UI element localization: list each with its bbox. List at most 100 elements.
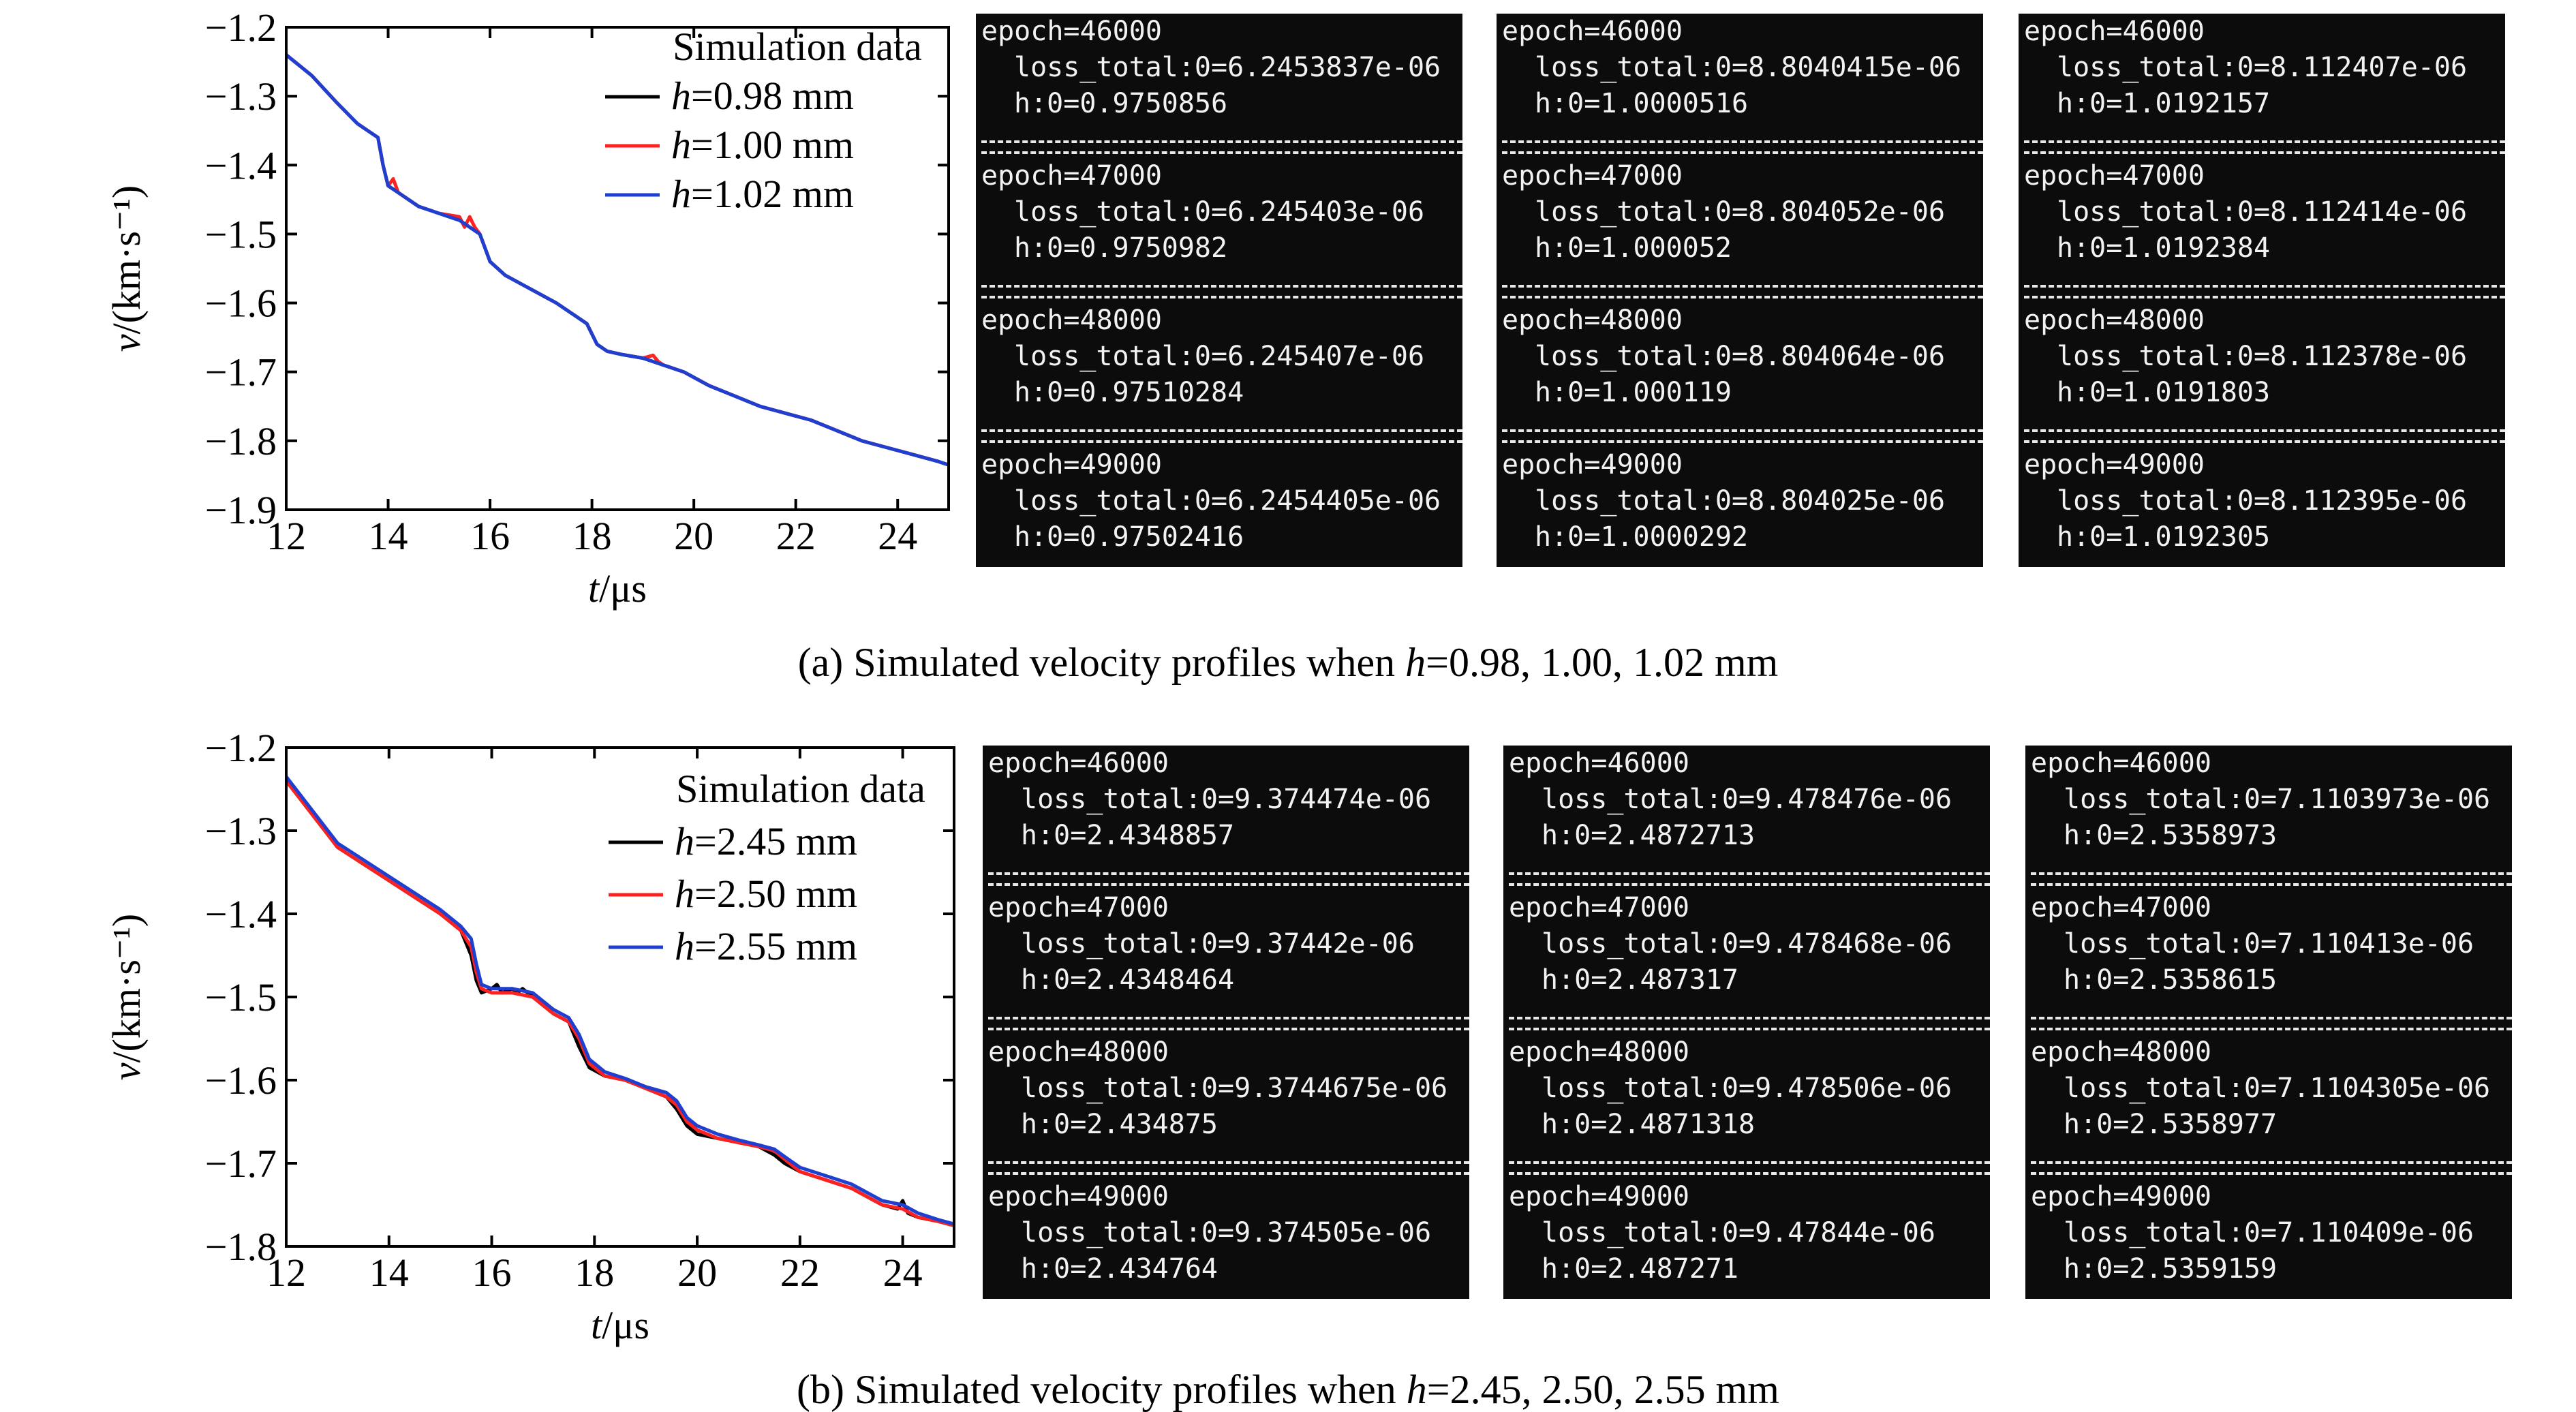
x-tick-label: 18	[572, 514, 612, 558]
log-line-epoch: epoch=47000	[2031, 892, 2211, 923]
log-line-h: h:0=1.000119	[1535, 377, 1732, 408]
log-line-loss: loss_total:0=6.245403e-06	[1014, 196, 1425, 228]
log-line-loss: loss_total:0=8.112414e-06	[2057, 196, 2468, 228]
log-line-epoch: epoch=48000	[1509, 1037, 1689, 1068]
x-tick-label: 24	[878, 514, 917, 558]
log-block: epoch=47000 loss_total:0=8.112414e-06 h:0=…	[2024, 158, 2505, 303]
terminal-log-b-1: epoch=46000 loss_total:0=9.374474e-06 h:0=…	[983, 746, 1469, 1299]
legend-label-3: h=2.55 mm	[675, 924, 857, 968]
y-axis-label: v/(km·s⁻¹)	[104, 914, 149, 1081]
y-tick-label: −1.8	[205, 419, 277, 463]
log-line-loss: loss_total:0=9.478506e-06	[1542, 1073, 1952, 1104]
log-line-loss: loss_total:0=8.112395e-06	[2057, 485, 2468, 517]
log-separator	[2024, 285, 2505, 298]
log-block: epoch=47000 loss_total:0=8.804052e-06 h:0=…	[1502, 158, 1983, 303]
log-separator	[2031, 1161, 2512, 1175]
series-line-3	[285, 53, 949, 467]
legend-label-2: h=1.00 mm	[671, 123, 854, 167]
y-tick-label: −1.7	[205, 1141, 277, 1186]
log-block: epoch=48000 loss_total:0=6.245407e-06 h:0=…	[981, 303, 1462, 447]
log-block: epoch=48000 loss_total:0=8.112378e-06 h:0=…	[2024, 303, 2505, 447]
log-separator	[1509, 1161, 1990, 1175]
terminal-log-a-2: epoch=46000 loss_total:0=8.8040415e-06 h:0…	[1497, 14, 1983, 567]
log-block: epoch=47000 loss_total:0=9.37442e-06 h:0=2…	[988, 890, 1469, 1034]
log-line-epoch: epoch=46000	[2024, 16, 2205, 47]
legend-value: =0.98 mm	[691, 74, 854, 118]
log-block: epoch=46000 loss_total:0=9.374474e-06 h:0=…	[988, 746, 1469, 890]
log-line-epoch: epoch=48000	[2024, 305, 2205, 336]
log-line-h: h:0=1.0191803	[2057, 377, 2271, 408]
caption-a-var: h	[1405, 640, 1426, 685]
log-line-loss: loss_total:0=8.804052e-06	[1535, 196, 1946, 228]
y-tick-label: −1.7	[205, 350, 277, 395]
log-line-h: h:0=0.97502416	[1014, 521, 1244, 553]
log-block: epoch=49000 loss_total:0=7.110409e-06 h:0=…	[2031, 1179, 2512, 1299]
caption-b-post: =2.45, 2.50, 2.55 mm	[1426, 1367, 1779, 1412]
log-line-epoch: epoch=46000	[2031, 748, 2211, 779]
legend-value: =2.55 mm	[694, 924, 857, 968]
caption-b-pre: (b) Simulated velocity profiles when	[797, 1367, 1407, 1412]
y-axis-label: v/(km·s⁻¹)	[104, 185, 149, 352]
log-line-epoch: epoch=49000	[2031, 1181, 2211, 1212]
log-line-h: h:0=2.5359159	[2064, 1253, 2278, 1285]
log-block: epoch=48000 loss_total:0=8.804064e-06 h:0=…	[1502, 303, 1983, 447]
legend-value: =1.00 mm	[691, 123, 854, 167]
legend-var: h	[671, 172, 691, 216]
log-block: epoch=48000 loss_total:0=9.3744675e-06 h:0…	[988, 1034, 1469, 1179]
log-line-loss: loss_total:0=9.37442e-06	[1021, 928, 1415, 960]
terminal-log-a-3: epoch=46000 loss_total:0=8.112407e-06 h:0=…	[2019, 14, 2505, 567]
log-separator	[1509, 872, 1990, 886]
y-tick-label: −1.3	[205, 809, 277, 853]
log-block: epoch=47000 loss_total:0=7.110413e-06 h:0=…	[2031, 890, 2512, 1034]
log-line-epoch: epoch=46000	[1502, 16, 1683, 47]
log-block: epoch=47000 loss_total:0=6.245403e-06 h:0=…	[981, 158, 1462, 303]
log-line-h: h:0=0.97510284	[1014, 377, 1244, 408]
legend-label-1: h=2.45 mm	[675, 819, 857, 863]
x-tick-label: 12	[266, 1250, 306, 1295]
log-line-h: h:0=0.9750856	[1014, 88, 1228, 119]
log-line-h: h:0=1.0192384	[2057, 232, 2271, 264]
log-line-epoch: epoch=47000	[1502, 160, 1683, 191]
y-tick-label: −1.2	[205, 5, 277, 50]
legend-var: h	[671, 74, 691, 118]
log-line-epoch: epoch=46000	[1509, 748, 1689, 779]
log-line-h: h:0=2.4348857	[1021, 820, 1235, 851]
log-block: epoch=46000 loss_total:0=6.2453837e-06 h:0…	[981, 14, 1462, 158]
x-tick-label: 14	[369, 514, 408, 558]
log-separator	[2031, 872, 2512, 886]
y-tick-label: −1.6	[205, 1058, 277, 1103]
log-line-loss: loss_total:0=8.112407e-06	[2057, 52, 2468, 83]
x-axis-var: t	[588, 566, 600, 611]
log-line-epoch: epoch=48000	[988, 1037, 1169, 1068]
log-line-h: h:0=2.487317	[1542, 964, 1738, 996]
terminal-log-a-1: epoch=46000 loss_total:0=6.2453837e-06 h:0…	[976, 14, 1462, 567]
y-tick-label: −1.2	[205, 726, 277, 770]
x-tick-label: 12	[266, 514, 306, 558]
log-line-h: h:0=1.0000292	[1535, 521, 1749, 553]
x-tick-label: 20	[674, 514, 714, 558]
series-line-3	[285, 776, 955, 1226]
log-line-h: h:0=1.0192305	[2057, 521, 2271, 553]
log-block: epoch=49000 loss_total:0=8.112395e-06 h:0=…	[2024, 447, 2505, 567]
log-line-h: h:0=2.5358973	[2064, 820, 2278, 851]
legend-label-2: h=2.50 mm	[675, 872, 857, 916]
log-block: epoch=46000 loss_total:0=9.478476e-06 h:0=…	[1509, 746, 1990, 890]
log-line-loss: loss_total:0=8.8040415e-06	[1535, 52, 1962, 83]
plot-frame	[285, 26, 950, 511]
log-separator	[2024, 429, 2505, 443]
log-line-epoch: epoch=49000	[2024, 449, 2205, 480]
log-separator	[988, 1161, 1469, 1175]
log-line-epoch: epoch=49000	[981, 449, 1162, 480]
legend-label-1: h=0.98 mm	[671, 74, 854, 118]
log-block: epoch=46000 loss_total:0=8.112407e-06 h:0=…	[2024, 14, 2505, 158]
y-axis-var: v	[104, 334, 149, 352]
velocity-chart-a: 12 14 16 18 20 22 24 −1.2 −1.3 −1.4 −1.5 −1.6 −1.7 −1…	[104, 5, 950, 611]
caption-a-post: =0.98, 1.00, 1.02 mm	[1426, 640, 1779, 685]
y-tick-label: −1.4	[205, 143, 277, 187]
log-separator	[1509, 1017, 1990, 1030]
log-separator	[988, 872, 1469, 886]
caption-b-var: h	[1406, 1367, 1427, 1412]
log-block: epoch=49000 loss_total:0=9.47844e-06 h:0=2…	[1509, 1179, 1990, 1299]
caption-a: (a) Simulated velocity profiles when h=0…	[0, 642, 2576, 683]
log-line-h: h:0=2.4872713	[1542, 820, 1755, 851]
